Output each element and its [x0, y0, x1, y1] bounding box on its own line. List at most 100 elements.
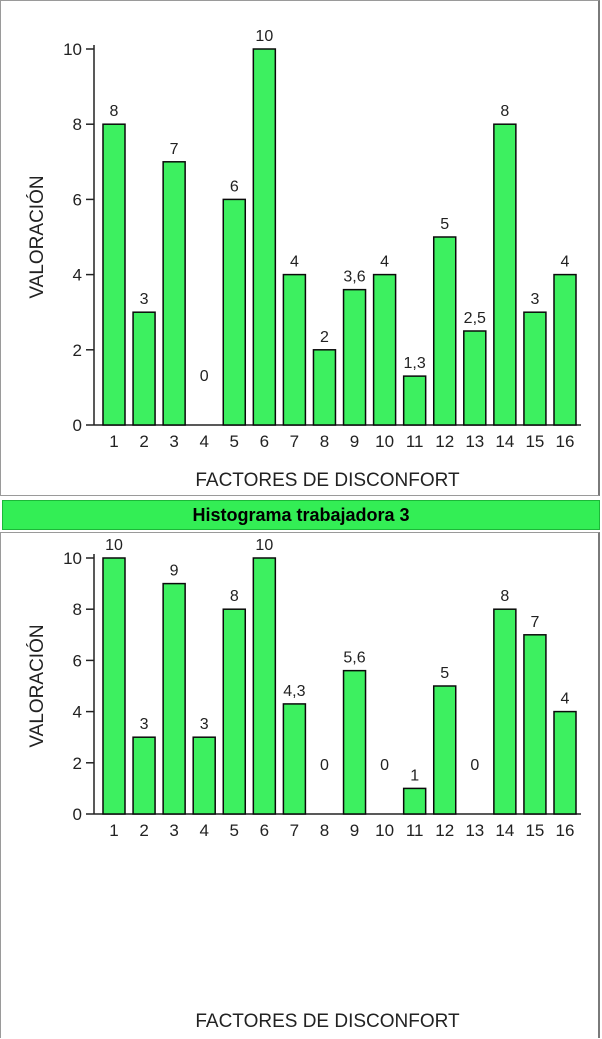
x-tick-label: 3 — [169, 432, 178, 451]
bar — [463, 330, 487, 426]
y-tick-label: 8 — [73, 115, 82, 134]
bar — [342, 288, 367, 426]
x-tick-label: 8 — [320, 821, 329, 840]
bar-value-label: 1 — [410, 767, 419, 784]
bar-value-label: 5,6 — [343, 650, 365, 667]
bar-value-label: 2 — [320, 329, 329, 346]
y-tick-label: 4 — [73, 266, 82, 285]
x-tick-label: 3 — [169, 821, 178, 840]
bar-value-label: 3 — [140, 716, 149, 733]
bar-value-label: 3 — [530, 291, 539, 308]
y-axis-title: VALORACIÓN — [26, 624, 48, 747]
y-tick-label: 10 — [63, 549, 82, 568]
histogram-panel-1: 0 2 4 6 8 10 8 1 3 2 7 3 0 4 6 5 10 6 4 7 2 8 3,6 9 4 10 1,3 11 5 12 2… — [0, 0, 600, 496]
bar-value-label: 3 — [200, 716, 209, 733]
bar-chart-1: 0246810813273046510647283,694101,3115122… — [26, 28, 581, 491]
x-tick-label: 15 — [525, 432, 544, 451]
bar — [102, 123, 126, 426]
bar-value-label: 4 — [380, 254, 389, 271]
bar-value-label: 4 — [561, 254, 570, 271]
bar — [342, 669, 367, 815]
bar — [432, 685, 457, 815]
bar-value-label: 5 — [440, 665, 449, 682]
bar-value-label: 4,3 — [283, 683, 305, 700]
y-tick-label: 8 — [73, 600, 82, 619]
bar-value-label: 4 — [561, 691, 570, 708]
bar — [222, 608, 247, 815]
y-tick-label: 2 — [73, 754, 82, 773]
x-tick-label: 12 — [435, 821, 454, 840]
bar — [102, 557, 126, 815]
bar — [252, 48, 277, 426]
bar-value-label: 3,6 — [343, 269, 365, 286]
bar-value-label: 8 — [500, 588, 509, 605]
bar-value-label: 7 — [530, 614, 539, 631]
x-axis-title: FACTORES DE DISCONFORT — [195, 1011, 460, 1032]
x-tick-label: 16 — [556, 821, 575, 840]
y-axis-title: VALORACIÓN — [26, 175, 48, 298]
y-tick-label: 4 — [73, 703, 82, 722]
bar — [312, 349, 337, 426]
x-tick-label: 1 — [109, 432, 118, 451]
bar — [402, 375, 427, 426]
y-tick-label: 6 — [73, 651, 82, 670]
y-tick-label: 0 — [73, 416, 82, 435]
bar — [493, 608, 517, 815]
bar-value-label: 0 — [470, 757, 479, 774]
x-tick-label: 7 — [290, 432, 299, 451]
histogram-panel-2: 0 2 4 6 8 10 10 1 3 2 9 3 3 4 8 5 10 6 4,3 7 0 8 5,6 9 0 10 1 11 5 12… — [0, 532, 600, 1038]
x-tick-label: 4 — [199, 821, 208, 840]
x-tick-label: 15 — [525, 821, 544, 840]
bar-value-label: 4 — [290, 254, 299, 271]
bar — [132, 736, 156, 815]
bar-value-label: 2,5 — [464, 310, 486, 327]
x-tick-label: 14 — [495, 432, 514, 451]
bar-value-label: 1,3 — [404, 355, 426, 372]
bar — [222, 198, 247, 426]
y-tick-label: 2 — [73, 341, 82, 360]
bar-value-label: 8 — [110, 103, 119, 120]
x-tick-label: 6 — [260, 432, 269, 451]
x-tick-label: 9 — [350, 821, 359, 840]
x-tick-label: 14 — [495, 821, 514, 840]
bar-value-label: 3 — [140, 291, 149, 308]
x-tick-label: 10 — [375, 821, 394, 840]
bar — [402, 787, 427, 815]
bar-value-label: 8 — [500, 103, 509, 120]
bar-value-label: 8 — [230, 588, 239, 605]
bar — [192, 736, 216, 815]
x-tick-label: 2 — [139, 432, 148, 451]
bar-value-label: 5 — [440, 216, 449, 233]
bar — [282, 703, 307, 815]
bar — [372, 273, 397, 426]
bar-value-label: 0 — [200, 368, 209, 385]
bar-value-label: 10 — [105, 537, 123, 554]
bar — [553, 710, 577, 815]
bar — [252, 557, 277, 815]
x-tick-label: 8 — [320, 432, 329, 451]
bar — [162, 161, 186, 426]
bar — [282, 273, 307, 426]
bar-value-label: 10 — [255, 28, 273, 45]
x-tick-label: 13 — [465, 432, 484, 451]
bar — [523, 311, 547, 426]
x-tick-label: 11 — [406, 821, 424, 840]
bar-value-label: 9 — [170, 563, 179, 580]
x-tick-label: 13 — [465, 821, 484, 840]
x-tick-label: 11 — [406, 432, 424, 451]
y-tick-label: 0 — [73, 805, 82, 824]
bar-value-label: 10 — [255, 537, 273, 554]
x-tick-label: 6 — [260, 821, 269, 840]
bar — [432, 236, 457, 426]
x-tick-label: 7 — [290, 821, 299, 840]
bar — [162, 582, 186, 815]
x-tick-label: 10 — [375, 432, 394, 451]
bar-chart-2: 0246810101329334851064,37085,69010111512… — [26, 537, 581, 1032]
bar — [132, 311, 156, 426]
bar-value-label: 0 — [380, 757, 389, 774]
x-axis-title: FACTORES DE DISCONFORT — [195, 470, 460, 491]
x-tick-label: 9 — [350, 432, 359, 451]
x-tick-label: 2 — [139, 821, 148, 840]
bar — [553, 273, 577, 426]
x-tick-label: 16 — [556, 432, 575, 451]
